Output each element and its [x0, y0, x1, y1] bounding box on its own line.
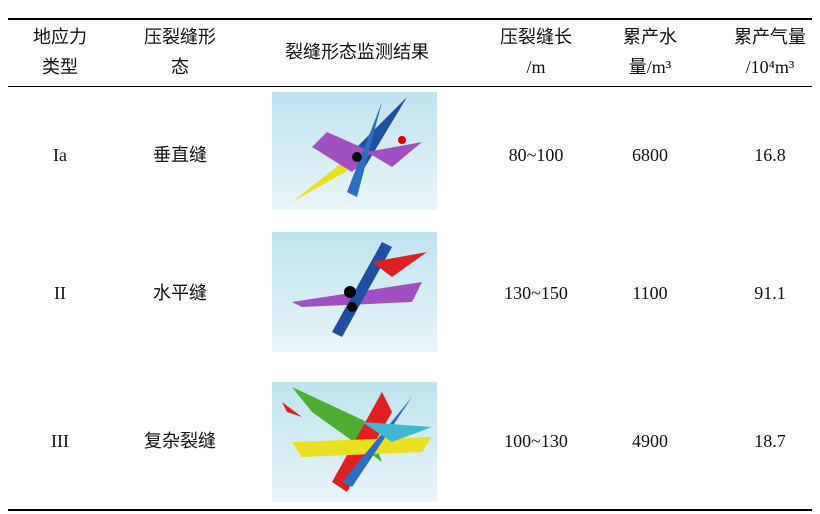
- header-cell: 地应力 类型: [33, 22, 87, 82]
- table-cell: 130~150: [504, 283, 568, 303]
- header-cell: 压裂缝长/m: [500, 22, 572, 82]
- header-text: 累产气量: [734, 27, 806, 47]
- header-cell: 裂缝形态监测结果: [285, 37, 429, 67]
- header-text: /10⁴m³: [745, 57, 795, 77]
- table-cell: 16.8: [754, 145, 786, 165]
- header-text: /m: [526, 57, 546, 77]
- fracture-image-horizontal: [272, 232, 437, 352]
- header-cell: 累产水量/m³: [623, 22, 677, 82]
- table-cell: 1100: [632, 283, 668, 303]
- table-cell: 垂直缝: [153, 145, 207, 165]
- top-rule: [8, 18, 812, 20]
- table-cell: 4900: [632, 431, 668, 451]
- header-text: 压裂缝长: [500, 27, 572, 47]
- table-cell: Ia: [53, 145, 67, 165]
- header-text: 类型: [42, 57, 78, 77]
- header-rule: [8, 86, 812, 87]
- table-cell: 复杂裂缝: [144, 431, 216, 451]
- bottom-rule: [8, 509, 812, 511]
- header-text: 态: [171, 57, 189, 77]
- table-cell: 水平缝: [153, 283, 207, 303]
- fracture-image-complex: [272, 382, 437, 502]
- header-cell: 压裂缝形态: [144, 22, 216, 82]
- table-cell: 18.7: [754, 431, 786, 451]
- header-text: 裂缝形态监测结果: [285, 42, 429, 62]
- table-cell: 100~130: [504, 431, 568, 451]
- header-text: 压裂缝形: [144, 27, 216, 47]
- header-cell: 累产气量/10⁴m³: [734, 22, 806, 82]
- table-cell: 80~100: [508, 145, 564, 165]
- fracture-image-vertical: [272, 92, 437, 210]
- header-text: 量/m³: [628, 57, 672, 77]
- header-text: 地应力: [33, 27, 87, 47]
- table-cell: 6800: [632, 145, 668, 165]
- table-cell: 91.1: [754, 283, 786, 303]
- table-cell: III: [51, 431, 69, 451]
- header-text: 累产水: [623, 27, 677, 47]
- table-cell: II: [54, 283, 66, 303]
